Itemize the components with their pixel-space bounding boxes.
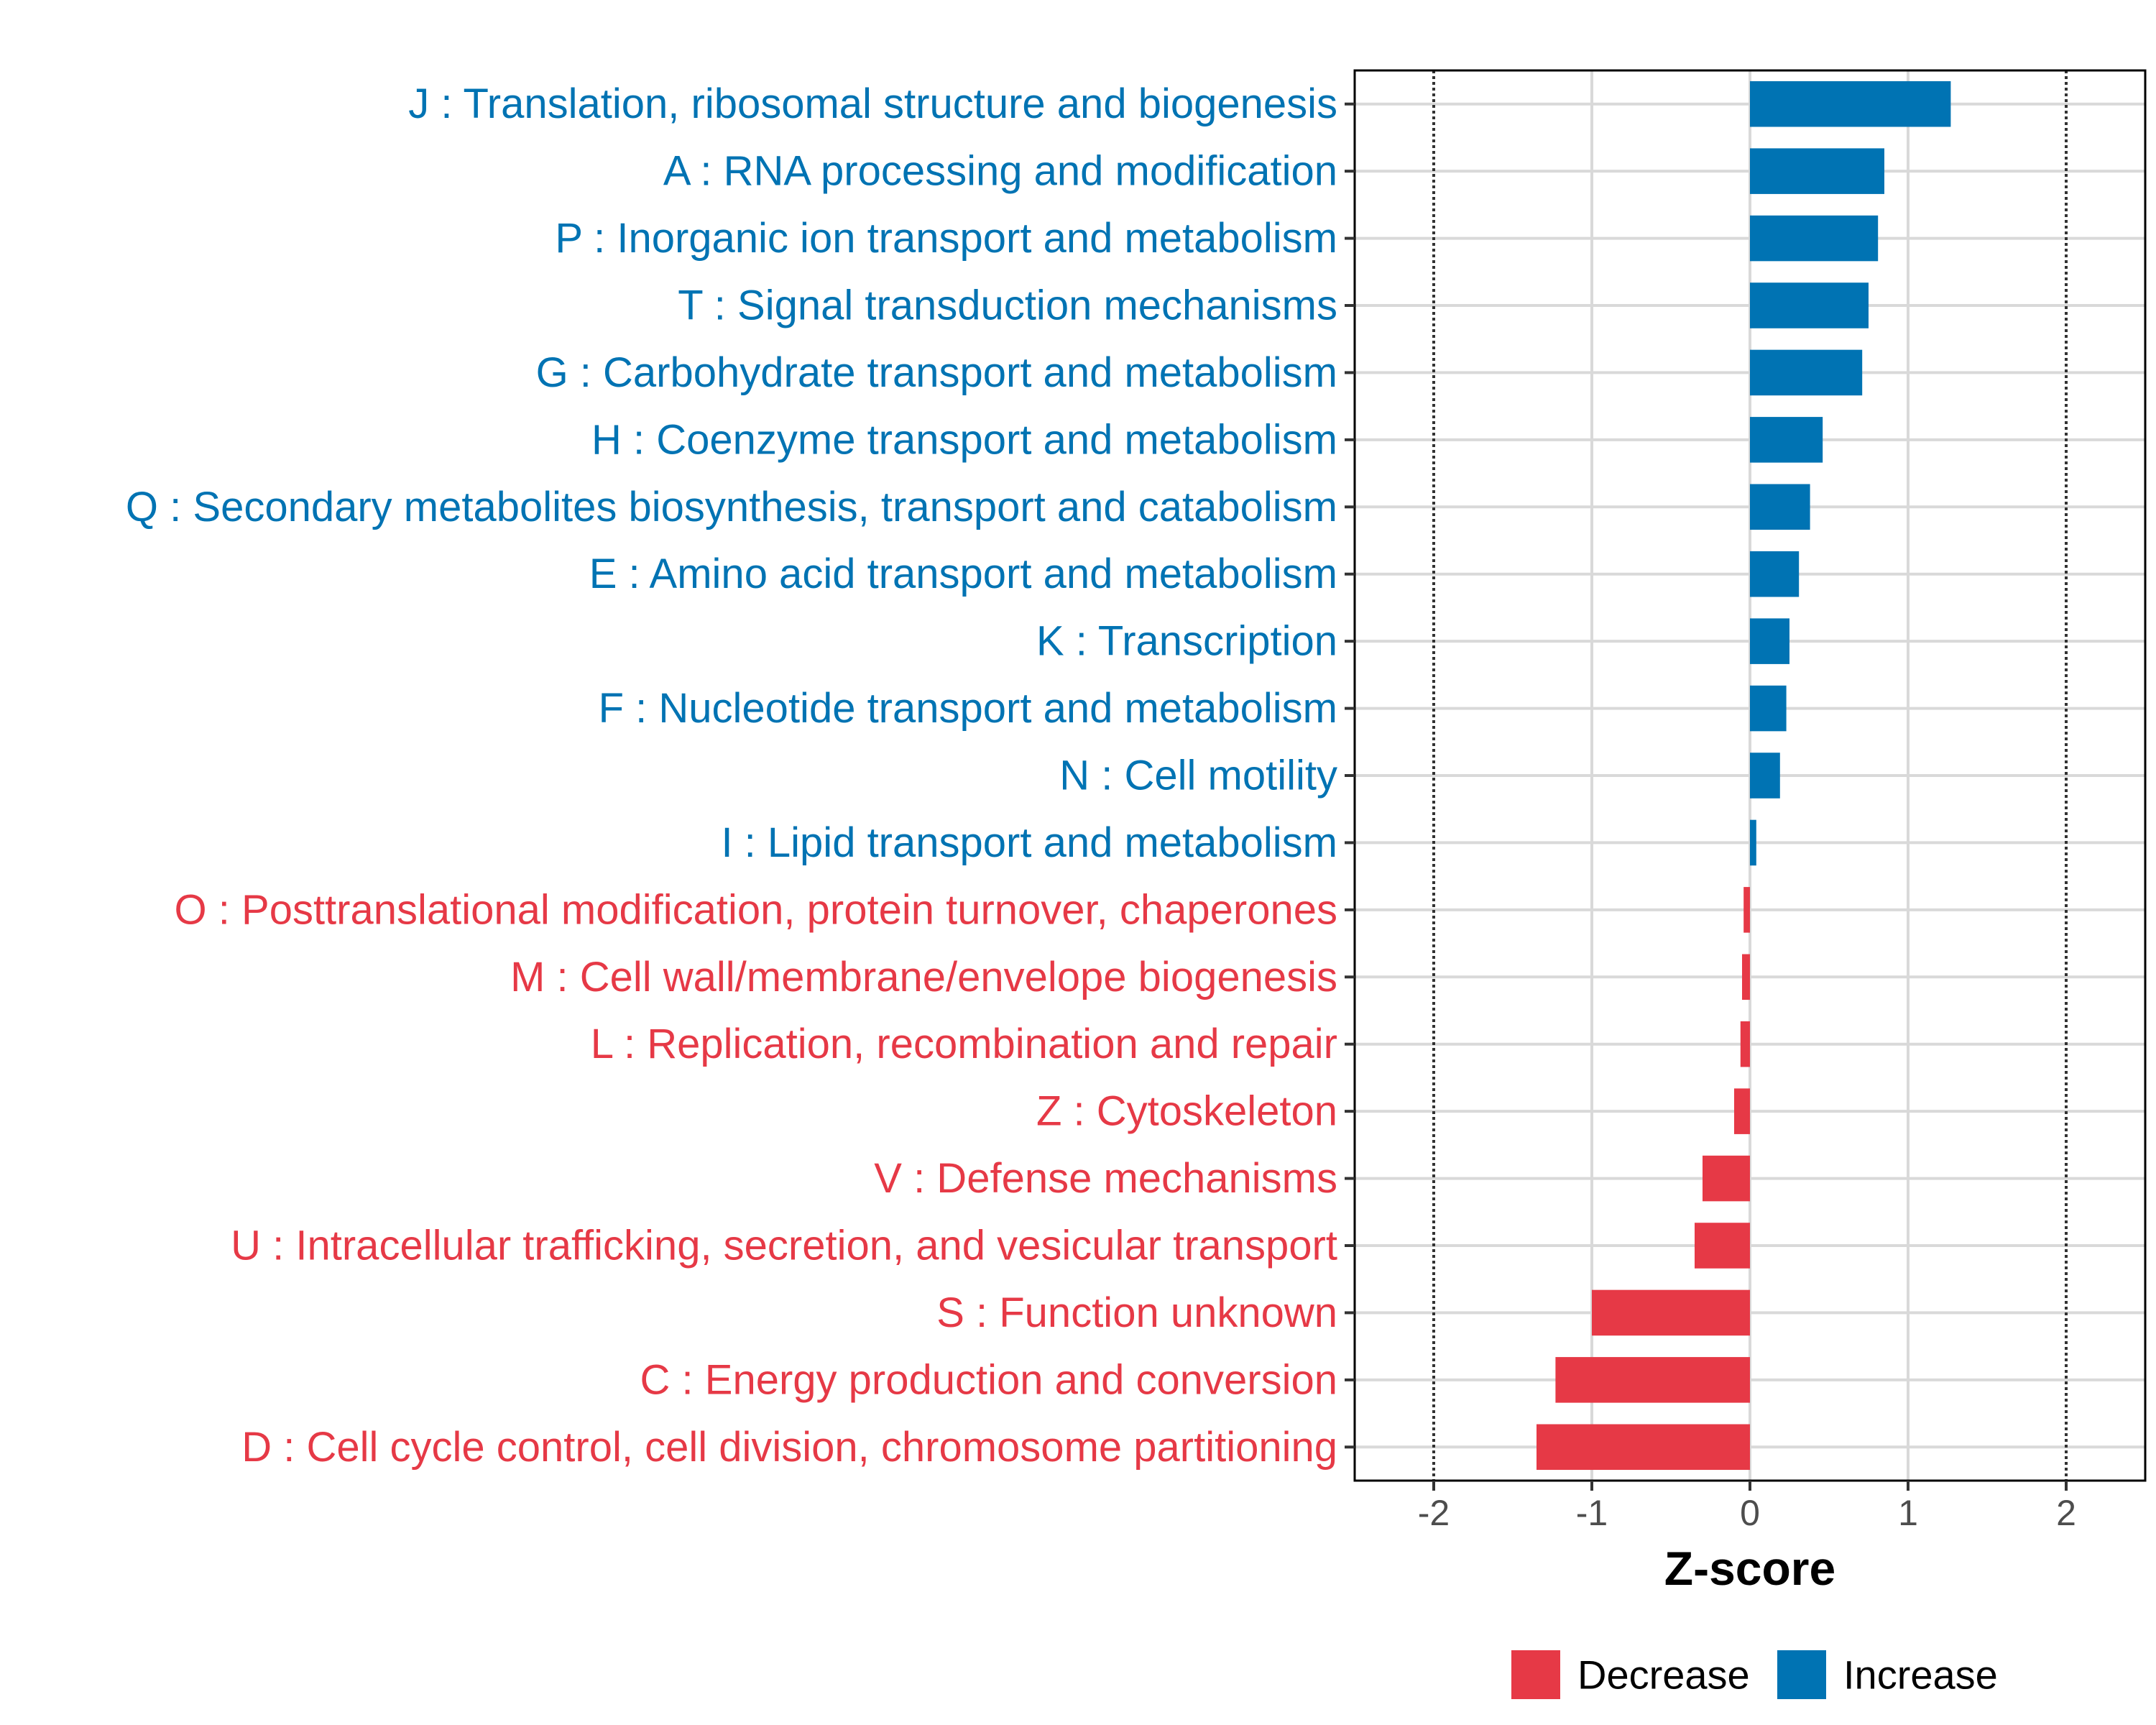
bar	[1750, 819, 1756, 866]
bar	[1750, 618, 1789, 664]
reference-lines	[1432, 70, 2068, 1481]
bar	[1750, 215, 1879, 262]
bar	[1750, 753, 1780, 799]
bar	[1555, 1357, 1750, 1403]
bar	[1743, 887, 1750, 933]
x-tick-label: -1	[1576, 1493, 1608, 1533]
category-label: Z : Cytoskeleton	[1036, 1088, 1337, 1135]
category-label: S : Function unknown	[936, 1289, 1337, 1336]
category-label: J : Translation, ribosomal structure and…	[408, 80, 1337, 127]
category-label: E : Amino acid transport and metabolism	[589, 551, 1337, 597]
bar	[1750, 148, 1884, 194]
category-label: P : Inorganic ion transport and metaboli…	[555, 215, 1337, 262]
category-label: C : Energy production and conversion	[640, 1356, 1337, 1403]
bar	[1750, 282, 1869, 328]
category-label: V : Defense mechanisms	[874, 1155, 1337, 1202]
bar	[1592, 1289, 1750, 1336]
legend-label: Decrease	[1577, 1652, 1750, 1698]
legend-key	[1511, 1650, 1560, 1699]
x-axis-ticks: -2 -1 0 1 2	[1418, 1481, 2076, 1533]
category-label: A : RNA processing and modification	[663, 148, 1337, 195]
category-label: T : Signal transduction mechanisms	[678, 282, 1337, 329]
bar	[1750, 417, 1823, 463]
category-label: Q : Secondary metabolites biosynthesis, …	[126, 484, 1337, 530]
x-axis-title: Z-score	[1664, 1542, 1835, 1595]
category-label: N : Cell motility	[1059, 753, 1337, 799]
x-tick-label: 0	[1740, 1493, 1760, 1533]
category-labels: J : Translation, ribosomal structure and…	[126, 80, 1355, 1471]
category-label: K : Transcription	[1036, 618, 1337, 665]
x-tick-label: 1	[1898, 1493, 1918, 1533]
x-tick-label: -2	[1418, 1493, 1450, 1533]
category-label: M : Cell wall/membrane/envelope biogenes…	[510, 954, 1337, 1000]
bar	[1750, 80, 1951, 127]
bar	[1695, 1223, 1750, 1269]
x-tick-label: 2	[2056, 1493, 2076, 1533]
category-label: O : Posttranslational modification, prot…	[175, 886, 1337, 933]
category-label: U : Intracellular trafficking, secretion…	[231, 1223, 1337, 1269]
category-label: G : Carbohydrate transport and metabolis…	[536, 349, 1337, 396]
bar	[1750, 349, 1863, 396]
bar	[1740, 1021, 1750, 1067]
category-label: I : Lipid transport and metabolism	[721, 819, 1337, 866]
category-label: L : Replication, recombination and repai…	[591, 1021, 1337, 1067]
bars	[1537, 80, 1951, 1471]
category-label: H : Coenzyme transport and metabolism	[591, 416, 1337, 463]
legend: Decrease Increase	[1511, 1650, 1998, 1699]
bar	[1750, 685, 1787, 732]
bar	[1703, 1155, 1750, 1202]
bar	[1537, 1424, 1750, 1471]
bar	[1742, 954, 1750, 1000]
bar	[1750, 551, 1800, 597]
bar	[1734, 1088, 1750, 1134]
bar	[1750, 484, 1810, 530]
legend-key	[1777, 1650, 1826, 1699]
category-label: D : Cell cycle control, cell division, c…	[241, 1424, 1337, 1471]
legend-label: Increase	[1843, 1652, 1998, 1698]
category-label: F : Nucleotide transport and metabolism	[599, 685, 1337, 732]
